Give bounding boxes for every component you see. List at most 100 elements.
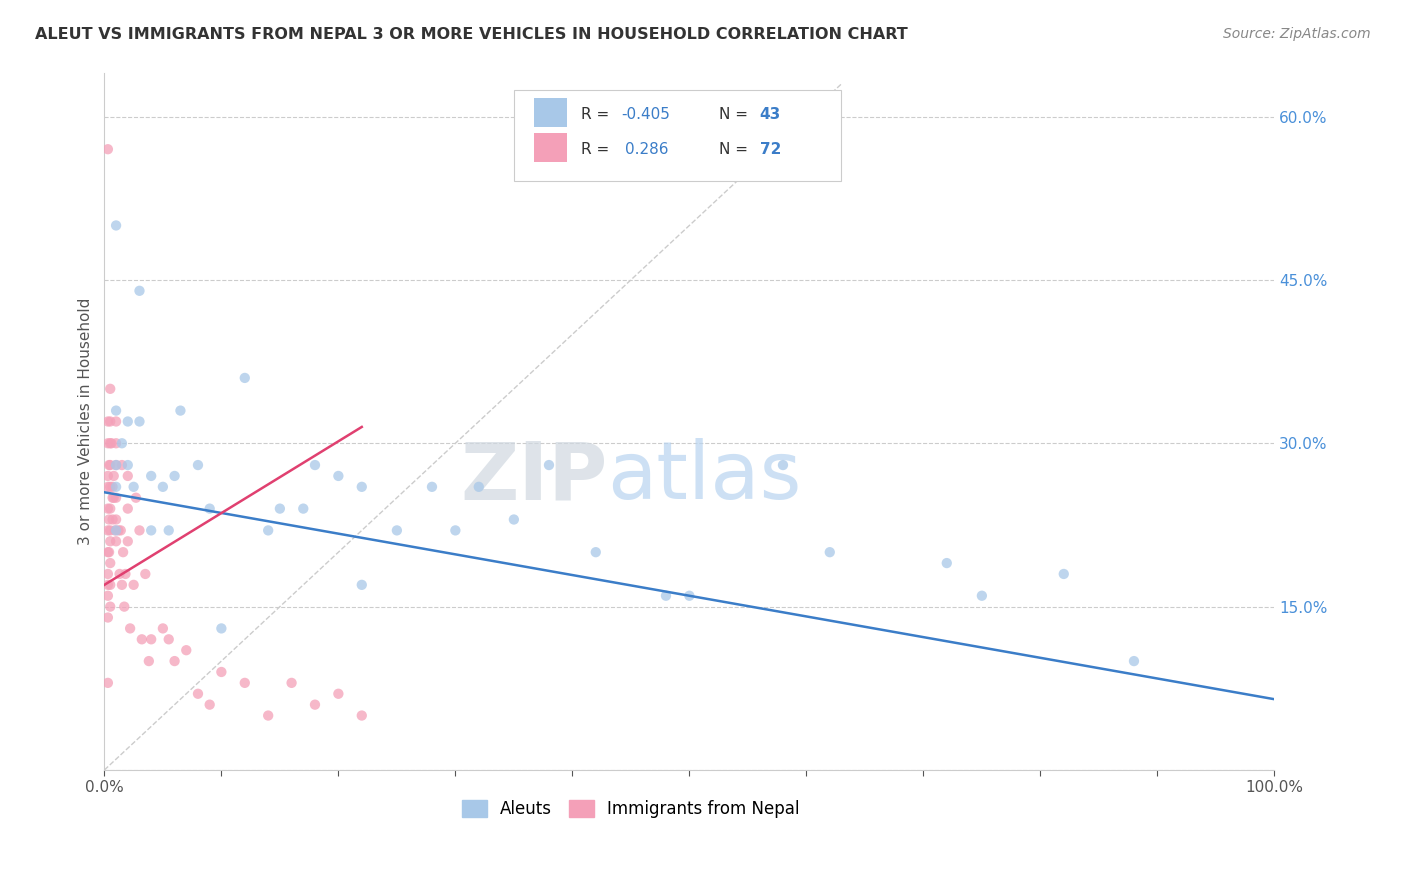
Point xyxy=(1123,654,1146,668)
Point xyxy=(122,578,145,592)
Point xyxy=(585,545,607,559)
Point xyxy=(112,545,135,559)
Point xyxy=(157,524,180,538)
Point xyxy=(101,480,124,494)
Point xyxy=(678,589,700,603)
Point xyxy=(98,480,121,494)
Point xyxy=(97,610,120,624)
Point xyxy=(97,415,120,429)
Point xyxy=(101,491,124,505)
Point xyxy=(117,534,139,549)
Text: R =: R = xyxy=(581,107,613,122)
Point xyxy=(97,469,120,483)
Text: ALEUT VS IMMIGRANTS FROM NEPAL 3 OR MORE VEHICLES IN HOUSEHOLD CORRELATION CHART: ALEUT VS IMMIGRANTS FROM NEPAL 3 OR MORE… xyxy=(35,27,908,42)
Point xyxy=(98,382,121,396)
Point xyxy=(111,436,134,450)
Point xyxy=(100,436,122,450)
Point xyxy=(105,524,128,538)
Point xyxy=(107,524,129,538)
Point xyxy=(98,458,121,472)
Point xyxy=(304,698,326,712)
Point xyxy=(468,480,491,494)
Text: ZIP: ZIP xyxy=(460,438,607,516)
Text: 0.286: 0.286 xyxy=(626,142,668,157)
Point xyxy=(103,469,125,483)
Text: atlas: atlas xyxy=(607,438,801,516)
Point xyxy=(128,524,150,538)
Point xyxy=(128,415,150,429)
Point xyxy=(103,491,125,505)
Point xyxy=(970,589,993,603)
Point xyxy=(209,622,232,636)
Point xyxy=(98,578,121,592)
Legend: Aleuts, Immigrants from Nepal: Aleuts, Immigrants from Nepal xyxy=(456,793,807,824)
Point xyxy=(818,545,841,559)
Point xyxy=(1053,566,1076,581)
Point xyxy=(198,698,221,712)
Point xyxy=(111,458,134,472)
Point xyxy=(114,566,136,581)
Point xyxy=(233,371,256,385)
Point xyxy=(97,436,120,450)
Text: 43: 43 xyxy=(759,107,780,122)
Point xyxy=(198,501,221,516)
Y-axis label: 3 or more Vehicles in Household: 3 or more Vehicles in Household xyxy=(79,298,93,545)
Point xyxy=(134,566,156,581)
Point xyxy=(98,436,121,450)
Point xyxy=(120,622,142,636)
Point xyxy=(98,556,121,570)
Point xyxy=(98,415,121,429)
Point xyxy=(141,469,163,483)
Point xyxy=(117,469,139,483)
Point xyxy=(105,534,128,549)
Text: R =: R = xyxy=(581,142,613,157)
Point xyxy=(101,512,124,526)
Point xyxy=(209,665,232,679)
Point xyxy=(98,458,121,472)
Point xyxy=(125,491,148,505)
Point xyxy=(105,458,128,472)
FancyBboxPatch shape xyxy=(534,98,567,128)
Point xyxy=(163,654,186,668)
Point xyxy=(104,524,127,538)
Point xyxy=(935,556,957,570)
Point xyxy=(157,632,180,647)
Point xyxy=(350,578,373,592)
Point xyxy=(420,480,443,494)
Text: 72: 72 xyxy=(759,142,780,157)
Text: -0.405: -0.405 xyxy=(621,107,671,122)
Point xyxy=(98,524,121,538)
Point xyxy=(174,643,197,657)
Point xyxy=(117,458,139,472)
Point xyxy=(97,524,120,538)
Point xyxy=(98,599,121,614)
Point xyxy=(304,458,326,472)
Point xyxy=(98,501,121,516)
Text: N =: N = xyxy=(718,142,752,157)
Text: N =: N = xyxy=(718,107,752,122)
Point xyxy=(537,458,560,472)
Point xyxy=(97,578,120,592)
Point xyxy=(131,632,153,647)
Point xyxy=(187,687,209,701)
Point xyxy=(97,589,120,603)
Point xyxy=(141,524,163,538)
Point xyxy=(122,480,145,494)
Point xyxy=(444,524,467,538)
Point xyxy=(105,436,128,450)
Point xyxy=(385,524,408,538)
Point xyxy=(257,708,280,723)
Point xyxy=(502,512,524,526)
Point xyxy=(152,480,174,494)
Point xyxy=(169,403,191,417)
Point xyxy=(98,512,121,526)
Point xyxy=(350,480,373,494)
Point xyxy=(105,403,128,417)
Point xyxy=(97,566,120,581)
FancyBboxPatch shape xyxy=(513,90,841,181)
Point xyxy=(128,284,150,298)
Point xyxy=(138,654,160,668)
Point xyxy=(97,142,120,156)
Point xyxy=(117,501,139,516)
Point xyxy=(152,622,174,636)
